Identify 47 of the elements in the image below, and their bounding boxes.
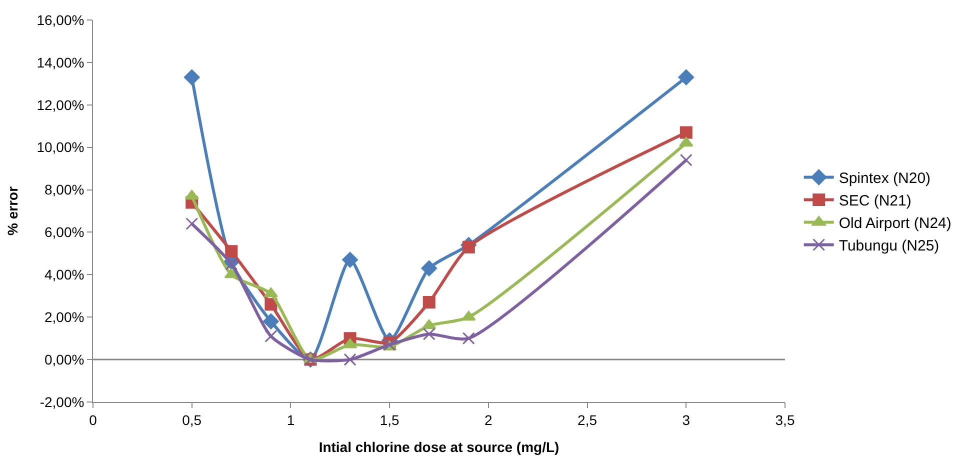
point	[225, 258, 238, 270]
y-tick-label: 10,00%	[36, 139, 84, 156]
point	[344, 353, 356, 366]
point	[462, 240, 475, 254]
legend-label: Spintex (N20)	[838, 170, 931, 188]
point	[421, 260, 438, 276]
x-tick-label: 1,5	[380, 412, 400, 428]
point	[186, 217, 198, 230]
point	[224, 268, 238, 278]
y-tick-label: -2,00%	[40, 394, 84, 410]
point	[422, 319, 436, 330]
point	[680, 154, 692, 166]
y-tick-label: 4,00%	[44, 266, 84, 283]
legend-label: Tubungu (N25)	[838, 238, 940, 255]
point	[184, 190, 199, 200]
x-tick-label: 3	[682, 412, 690, 428]
y-tick-label: 12,00%	[36, 96, 84, 113]
point	[422, 328, 436, 340]
legend-label: SEC (N21)	[838, 192, 912, 210]
y-tick-label: 8,00%	[44, 182, 84, 198]
x-axis-title: Intial chlorine dose at source (mg/L)	[318, 439, 560, 456]
y-tick-label: 2,00%	[44, 309, 84, 326]
point	[680, 126, 692, 139]
x-tick-label: 3,5	[775, 412, 795, 428]
x-tick-label: 0	[89, 412, 98, 428]
x-tick-label: 1	[286, 412, 295, 428]
point	[678, 69, 694, 86]
point	[342, 338, 358, 348]
point	[462, 310, 476, 321]
point	[462, 332, 475, 345]
point	[679, 136, 694, 147]
y-tick-label: 0,00%	[44, 351, 84, 368]
point	[184, 69, 200, 86]
point	[263, 313, 279, 330]
y-tick-label: 16,00%	[36, 12, 84, 28]
y-tick-label: 14,00%	[36, 54, 84, 70]
x-tick-label: 0,5	[182, 412, 202, 428]
y-tick-label: 6,00%	[44, 224, 84, 240]
point	[264, 330, 278, 342]
point	[225, 245, 238, 258]
point	[342, 252, 358, 268]
point	[422, 296, 436, 309]
y-axis-title: % error	[4, 186, 20, 236]
point	[264, 298, 278, 311]
x-tick-label: 2	[484, 412, 493, 428]
x-tick-label: 2,5	[578, 412, 598, 428]
legend-label: Old Airport (N24)	[838, 215, 952, 232]
